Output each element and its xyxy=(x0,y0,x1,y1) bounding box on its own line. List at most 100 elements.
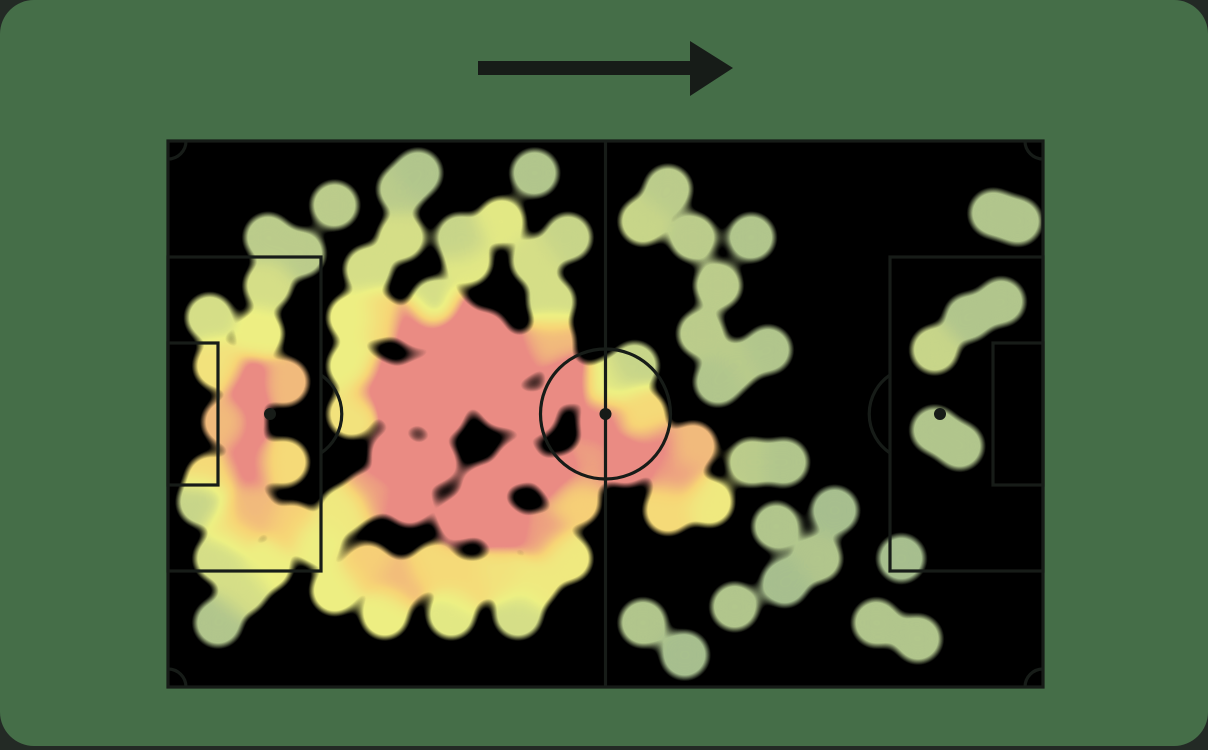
heat-point xyxy=(479,384,524,428)
right-goal-area xyxy=(991,341,1045,487)
heat-point xyxy=(437,215,482,260)
heat-point xyxy=(412,279,457,324)
heat-point xyxy=(612,343,657,388)
heat-point xyxy=(412,440,457,485)
heat-point xyxy=(246,215,290,260)
left-goal-area xyxy=(166,341,220,487)
heat-point xyxy=(412,544,457,589)
heat-point xyxy=(971,191,1015,236)
heat-point xyxy=(979,279,1024,324)
heat-point xyxy=(429,343,474,388)
heat-point xyxy=(379,215,424,260)
heat-point xyxy=(854,600,899,645)
heat-point xyxy=(729,440,774,485)
heat-point xyxy=(754,504,799,549)
heat-point xyxy=(496,440,540,485)
heat-point xyxy=(396,151,440,196)
heat-point xyxy=(396,359,440,404)
heat-point xyxy=(329,343,374,388)
heat-point xyxy=(712,584,757,629)
heat-point xyxy=(362,592,407,637)
left-penalty-arc xyxy=(320,373,344,455)
left-penalty-spot xyxy=(264,408,276,420)
heat-point xyxy=(479,504,524,549)
heat-point xyxy=(387,480,432,525)
heat-point xyxy=(229,440,274,485)
heat-point xyxy=(179,480,224,525)
heat-point xyxy=(879,536,924,581)
heat-point xyxy=(346,544,390,589)
heat-point xyxy=(621,600,665,645)
heat-point xyxy=(621,392,665,436)
corner-arc-top-right xyxy=(1023,140,1044,161)
heat-point xyxy=(646,167,690,212)
heat-point xyxy=(512,151,557,196)
heat-point xyxy=(196,536,240,581)
heat-point xyxy=(204,400,249,444)
heat-point xyxy=(196,600,240,645)
heat-point xyxy=(437,496,482,541)
heat-point xyxy=(279,231,324,276)
heat-point xyxy=(546,215,590,260)
heat-point xyxy=(746,327,790,372)
heat-point xyxy=(529,279,574,324)
heat-point xyxy=(812,488,857,533)
heat-point xyxy=(229,359,274,404)
heat-point xyxy=(687,480,732,525)
heat-point xyxy=(262,440,307,485)
heat-point xyxy=(546,536,590,581)
heat-point xyxy=(479,199,524,244)
heat-point xyxy=(229,488,274,533)
heat-point xyxy=(429,592,474,637)
center-spot xyxy=(599,408,612,420)
heat-point xyxy=(912,327,957,372)
pitch-markings xyxy=(166,139,1045,689)
heat-point xyxy=(329,392,374,436)
heat-point xyxy=(221,568,265,613)
heat-point xyxy=(546,359,590,404)
heat-point xyxy=(237,311,282,356)
heat-point xyxy=(462,464,507,509)
heat-point xyxy=(554,480,599,525)
heat-point xyxy=(762,560,807,605)
heat-point xyxy=(946,295,990,340)
center-circle xyxy=(538,347,673,481)
heat-point xyxy=(346,247,390,292)
heat-point xyxy=(262,359,307,404)
heat-point xyxy=(696,359,740,404)
arrow-right-icon xyxy=(478,41,733,96)
heat-point xyxy=(296,520,340,565)
heat-point xyxy=(496,592,540,637)
heat-point xyxy=(662,632,707,677)
heat-point xyxy=(312,183,357,228)
corner-arc-bottom-left xyxy=(167,667,188,688)
right-penalty-spot xyxy=(934,408,946,420)
heat-point xyxy=(187,295,232,340)
heat-point xyxy=(329,295,374,340)
heat-point xyxy=(646,488,690,533)
heat-point xyxy=(579,400,624,444)
heat-point xyxy=(471,343,515,388)
heat-point xyxy=(371,432,415,477)
corner-arc-top-left xyxy=(167,140,188,161)
heat-point xyxy=(512,239,557,284)
heat-point xyxy=(512,392,557,436)
heat-point xyxy=(321,488,365,533)
heat-point xyxy=(696,263,740,308)
heat-point xyxy=(796,536,840,581)
heat-point xyxy=(621,199,665,244)
pitch-spots xyxy=(264,408,946,420)
heat-point xyxy=(479,552,524,597)
heat-point xyxy=(421,392,465,436)
right-penalty-arc xyxy=(867,373,891,455)
corner-arc-bottom-right xyxy=(1023,667,1044,688)
heat-point xyxy=(671,424,715,469)
heat-point xyxy=(896,616,940,661)
heat-point xyxy=(762,440,807,485)
heat-point xyxy=(679,311,724,356)
heat-point xyxy=(529,319,574,364)
heat-point xyxy=(312,568,357,613)
heat-point xyxy=(729,215,774,260)
heat-point xyxy=(937,424,982,469)
